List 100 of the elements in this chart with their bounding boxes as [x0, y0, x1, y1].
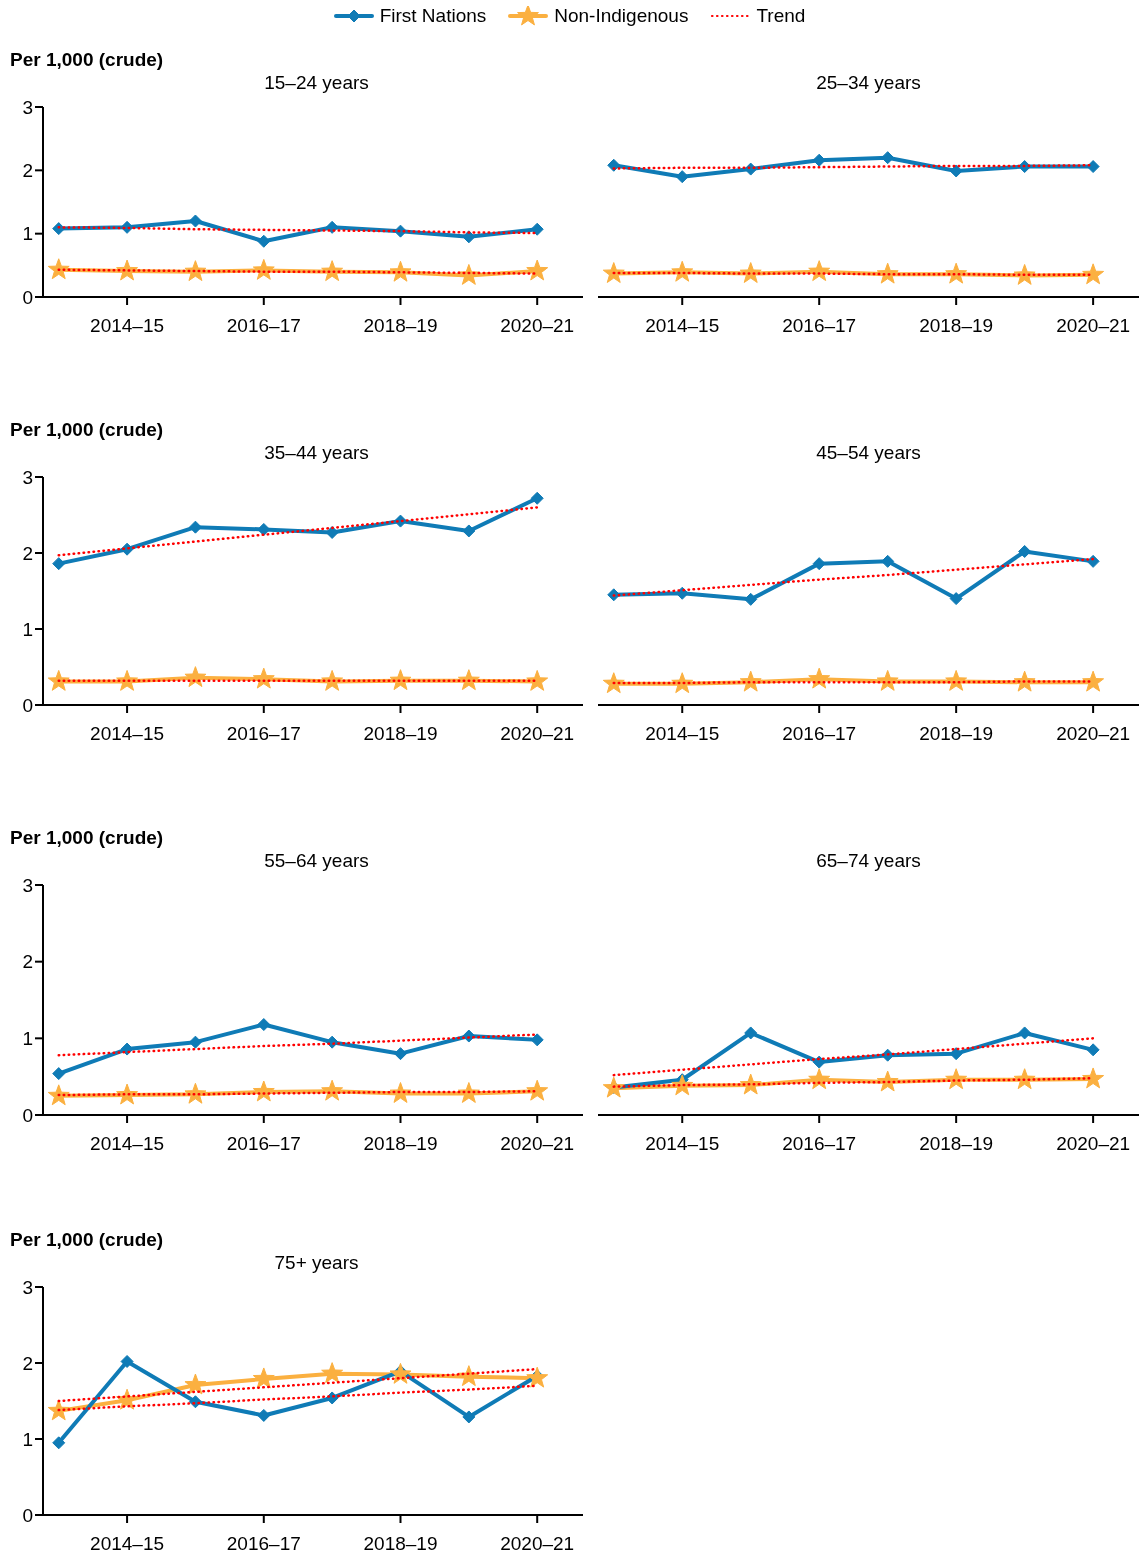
point [812, 1055, 826, 1069]
point [116, 669, 139, 691]
point [120, 1042, 134, 1056]
point [808, 260, 831, 282]
point [252, 1080, 275, 1102]
chart-title: 35–44 years [264, 442, 369, 463]
x-tick-label: 2020–21 [1056, 1133, 1131, 1155]
y-tick-label: 2 [22, 160, 33, 182]
point [530, 491, 544, 505]
point [252, 667, 275, 689]
y-axis-title: Per 1,000 (crude) [10, 827, 164, 848]
point [526, 1366, 549, 1388]
point [744, 1026, 758, 1040]
point [526, 1079, 549, 1101]
point [389, 669, 412, 691]
point [526, 259, 549, 281]
point [389, 1362, 412, 1384]
point [457, 263, 480, 285]
point [457, 669, 480, 691]
point [321, 1362, 344, 1384]
point [462, 230, 476, 244]
chart-title: 55–64 years [264, 850, 369, 871]
point [671, 1074, 694, 1096]
x-tick-label: 2018–19 [363, 315, 438, 337]
y-tick-label: 0 [22, 1504, 33, 1526]
point [876, 262, 899, 284]
point [1018, 160, 1032, 174]
point [602, 262, 625, 283]
x-tick-label: 2018–19 [919, 315, 994, 337]
point [257, 234, 271, 248]
point [1013, 263, 1036, 285]
point [321, 1079, 344, 1101]
chart-title: 65–74 years [816, 850, 921, 871]
x-tick-label: 2014–15 [90, 1533, 165, 1555]
point [188, 214, 202, 228]
point [188, 1035, 202, 1049]
y-axis-title: Per 1,000 (crude) [10, 1229, 164, 1250]
point [949, 164, 963, 178]
point [1086, 1043, 1100, 1057]
legend-label: First Nations [379, 5, 487, 27]
y-tick-label: 3 [22, 96, 33, 118]
point [52, 1436, 66, 1450]
chart-title: 75+ years [274, 1252, 359, 1273]
point [457, 1082, 480, 1103]
x-tick-label: 2018–19 [363, 723, 438, 745]
point [47, 258, 70, 280]
x-tick-label: 2016–17 [782, 315, 857, 337]
point [389, 1082, 412, 1103]
x-tick-label: 2018–19 [919, 723, 994, 745]
y-tick-label: 1 [22, 618, 33, 640]
legend-label: Trend [756, 5, 806, 27]
point [325, 220, 339, 234]
x-tick-label: 2014–15 [90, 315, 165, 337]
y-tick-label: 0 [22, 1104, 33, 1126]
x-tick-label: 2016–17 [226, 1533, 301, 1555]
y-tick-label: 3 [22, 874, 33, 896]
point [744, 592, 758, 606]
point [52, 1067, 66, 1081]
x-tick-label: 2014–15 [645, 315, 720, 337]
y-tick-label: 1 [22, 1028, 33, 1050]
point [671, 260, 694, 282]
x-tick-label: 2014–15 [90, 723, 165, 745]
point [184, 666, 207, 688]
x-tick-label: 2020–21 [1056, 315, 1131, 337]
x-tick-label: 2016–17 [782, 723, 857, 745]
point [393, 1047, 407, 1061]
x-tick-label: 2014–15 [645, 1133, 720, 1155]
point [462, 1410, 476, 1424]
x-tick-label: 2016–17 [226, 723, 301, 745]
point [257, 1408, 271, 1422]
point [881, 151, 895, 165]
point [47, 1084, 70, 1106]
point [462, 524, 476, 538]
y-tick-label: 2 [22, 951, 33, 973]
y-axis-title: Per 1,000 (crude) [10, 49, 164, 70]
point [808, 1068, 831, 1090]
point [607, 158, 621, 172]
point [321, 260, 344, 282]
x-tick-label: 2016–17 [226, 1133, 301, 1155]
point [812, 153, 826, 167]
point [739, 670, 762, 692]
point [876, 1070, 899, 1092]
chart-title: 15–24 years [264, 72, 369, 93]
point [530, 1033, 544, 1047]
x-tick-label: 2016–17 [782, 1133, 857, 1155]
point [602, 1076, 625, 1098]
point [52, 222, 66, 236]
point [945, 262, 968, 284]
point [257, 522, 271, 536]
point [116, 1083, 139, 1105]
point [808, 667, 831, 689]
point [252, 258, 275, 280]
point [52, 557, 66, 571]
point [876, 669, 899, 691]
point [530, 222, 544, 236]
point [184, 260, 207, 282]
x-tick-label: 2014–15 [90, 1133, 165, 1155]
point [739, 1073, 762, 1095]
y-tick-label: 1 [22, 1428, 33, 1450]
chart-title: 45–54 years [816, 442, 921, 463]
